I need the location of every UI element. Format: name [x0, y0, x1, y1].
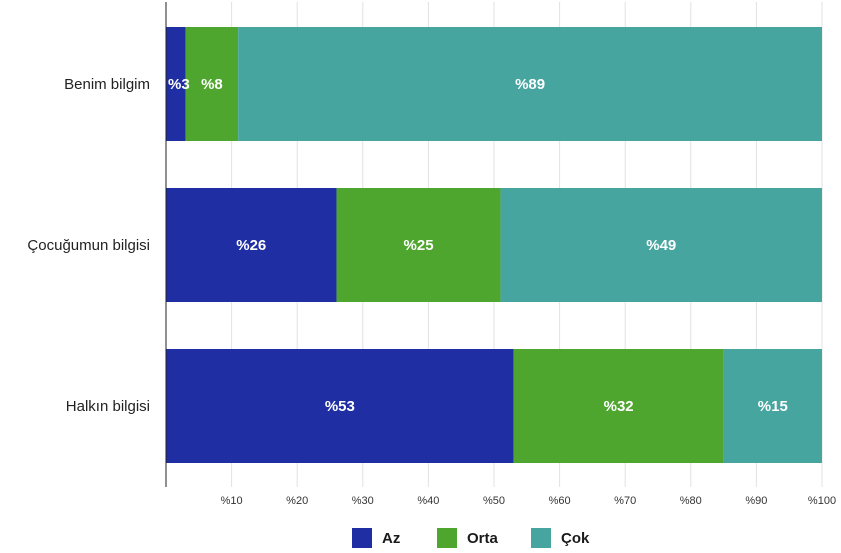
bar-az-benim-bilgim [166, 27, 186, 141]
legend-label-cok: Çok [561, 529, 590, 547]
x-tick-label: %80 [680, 495, 702, 507]
data-labels: %3 %8 %89 %26 %25 %49 %53 %32 %15 [168, 76, 788, 415]
category-label: Çocuğumun bilgisi [27, 237, 150, 254]
bar-cok-halkin-bilgisi [723, 349, 822, 463]
bar-cok-cocugumun-bilgisi [500, 188, 822, 302]
bar-orta-benim-bilgim [185, 27, 239, 141]
bar-cok-benim-bilgim [238, 27, 822, 141]
x-tick-label: %70 [614, 495, 636, 507]
bars [166, 27, 822, 463]
bar-az-cocugumun-bilgisi [166, 188, 337, 302]
stacked-bar-chart: Benim bilgim Çocuğumun bilgisi Halkın bilg… [27, 2, 836, 507]
bar-az-halkin-bilgisi [166, 349, 514, 463]
x-tick-label: %100 [808, 495, 836, 507]
legend: Az Orta Çok [0, 526, 841, 550]
legend-item-cok: Çok [531, 526, 589, 550]
data-label: %32 [604, 398, 634, 415]
data-label: %15 [758, 398, 788, 415]
data-label: %25 [404, 237, 434, 254]
x-tick-label: %50 [483, 495, 505, 507]
x-tick-labels: %10 %20 %30 %40 %50 %60 %70 %80 %90 %100 [221, 495, 836, 507]
legend-swatch-cok [531, 528, 551, 548]
x-tick-label: %60 [549, 495, 571, 507]
x-tick-label: %10 [221, 495, 243, 507]
data-label: %26 [236, 237, 266, 254]
legend-item-az: Az [352, 526, 400, 550]
data-label: %49 [646, 237, 676, 254]
legend-label-az: Az [382, 529, 401, 547]
x-tick-label: %90 [745, 495, 767, 507]
legend-swatch-orta [437, 528, 457, 548]
bar-orta-cocugumun-bilgisi [336, 188, 501, 302]
data-label: %89 [515, 76, 545, 93]
category-label: Halkın bilgisi [66, 398, 150, 415]
legend-swatch-az [352, 528, 372, 548]
legend-label-orta: Orta [467, 529, 498, 547]
legend-item-orta: Orta [437, 526, 498, 550]
x-tick-label: %20 [286, 495, 308, 507]
category-label: Benim bilgim [64, 76, 150, 93]
data-label: %8 [201, 76, 223, 93]
x-tick-label: %30 [352, 495, 374, 507]
category-labels: Benim bilgim Çocuğumun bilgisi Halkın bilg… [27, 76, 150, 415]
x-tick-label: %40 [417, 495, 439, 507]
bar-orta-halkin-bilgisi [513, 349, 724, 463]
data-label: %3 [168, 76, 190, 93]
data-label: %53 [325, 398, 355, 415]
